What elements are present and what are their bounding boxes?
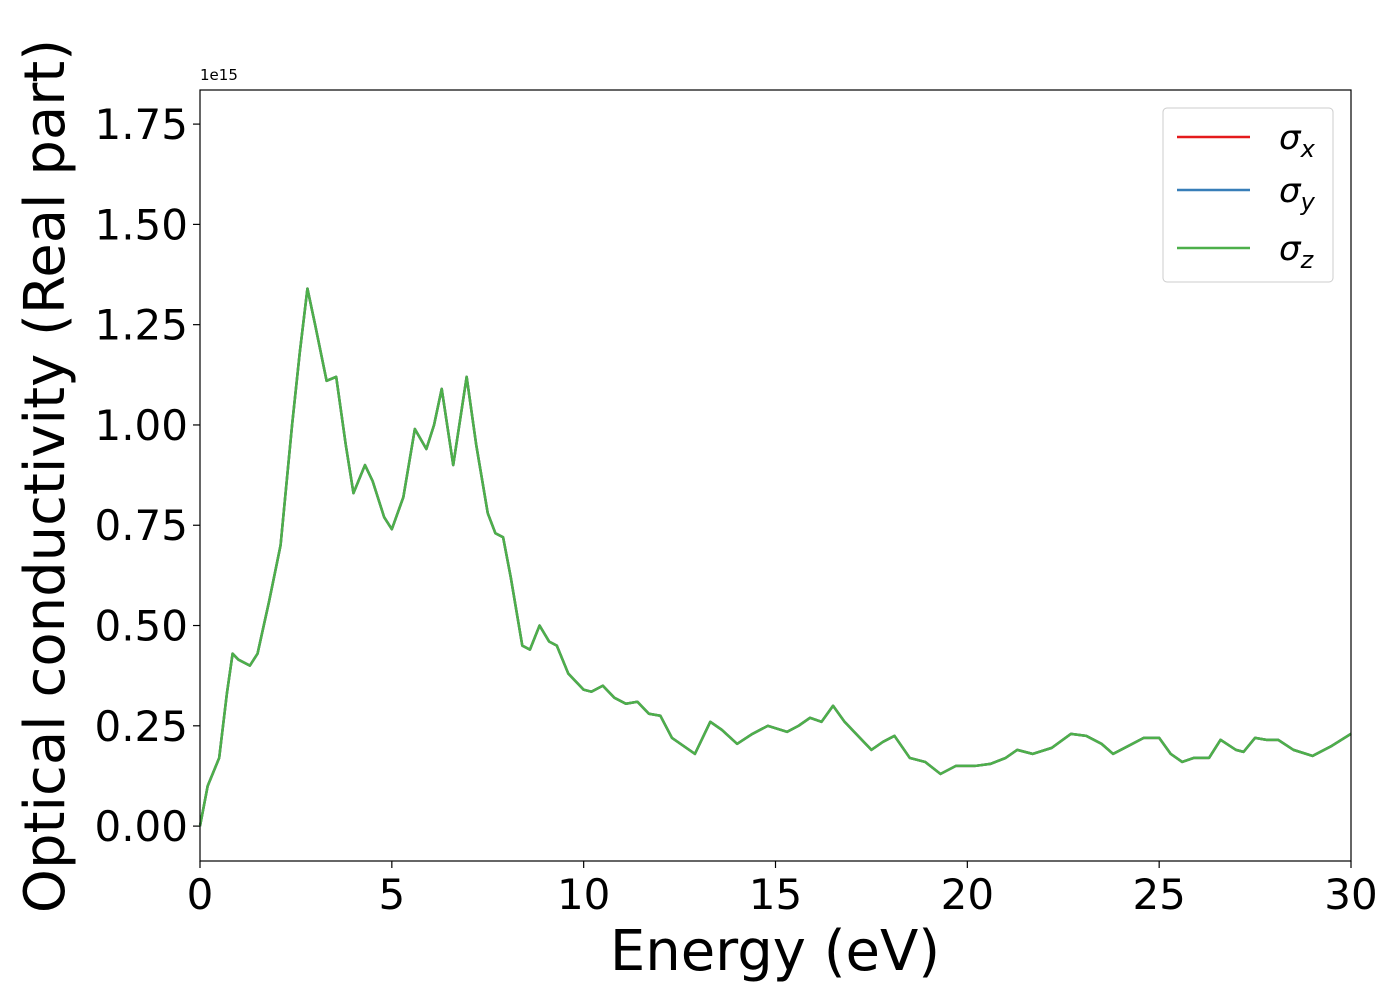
y-tick-label: 1.50 xyxy=(94,200,188,249)
series-line xyxy=(198,287,1352,827)
legend-label: σz xyxy=(1279,229,1315,274)
series-line xyxy=(198,287,1352,827)
x-tick-label: 0 xyxy=(187,870,214,919)
legend-label: σx xyxy=(1279,118,1316,163)
y-offset-text: 1e15 xyxy=(200,66,238,84)
y-tick-label: 1.75 xyxy=(94,100,188,149)
legend-box xyxy=(1162,107,1334,283)
x-tick-label: 30 xyxy=(1324,870,1377,919)
y-tick-label: 1.25 xyxy=(94,301,188,350)
y-tick-label: 0.25 xyxy=(94,702,188,751)
y-tick-label: 0.75 xyxy=(94,501,188,550)
x-axis-label: Energy (eV) xyxy=(610,919,940,984)
x-tick-label: 25 xyxy=(1132,870,1185,919)
x-tick-label: 20 xyxy=(941,870,994,919)
plot-frame xyxy=(199,89,1352,862)
series-line xyxy=(198,287,1352,827)
x-tick-label: 10 xyxy=(557,870,610,919)
y-axis-label: Optical conductivity (Real part) xyxy=(13,39,78,913)
x-tick-label: 5 xyxy=(378,870,405,919)
legend-label: σy xyxy=(1279,171,1316,216)
y-tick-label: 0.00 xyxy=(94,802,188,851)
y-tick-label: 1.00 xyxy=(94,401,188,450)
x-tick-label: 15 xyxy=(749,870,802,919)
y-tick-label: 0.50 xyxy=(94,602,188,651)
